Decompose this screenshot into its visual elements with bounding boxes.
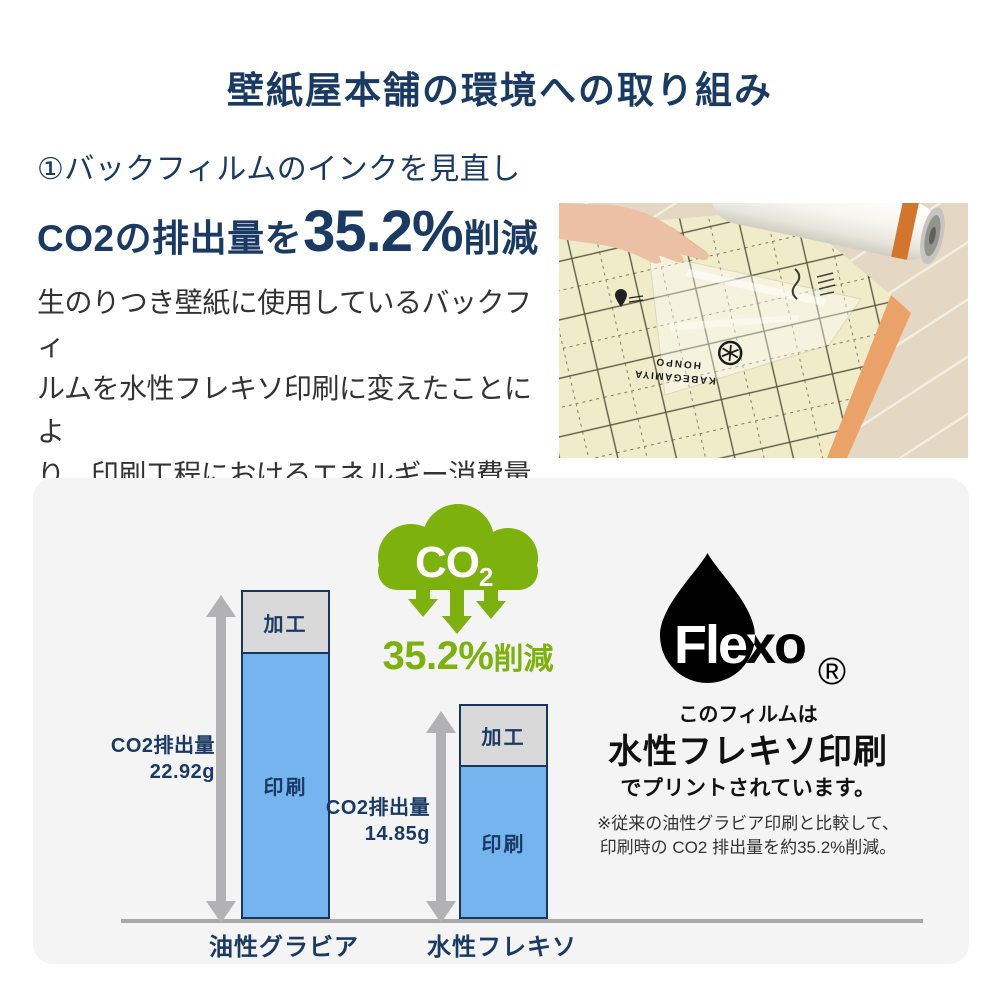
co2-reduction-headline: CO2の排出量を 35.2% 削減 bbox=[37, 198, 552, 265]
reduction-suffix: 削減 bbox=[493, 643, 554, 676]
bar-annotation-left: CO2排出量 22.92g bbox=[71, 733, 215, 785]
film-footnote: ※従来の油性グラビア印刷と比較して、 印刷時の CO2 排出量を約35.2%削減… bbox=[553, 812, 943, 860]
registered-trademark-icon: ® bbox=[818, 651, 846, 691]
segment-label: 加工 bbox=[481, 727, 526, 749]
measure-arrow-right bbox=[426, 711, 456, 923]
category-label-oil-gravure: 油性グラビア bbox=[209, 934, 359, 961]
sheet-print-marks bbox=[615, 289, 644, 307]
hand bbox=[559, 203, 709, 264]
reduction-caption: 35.2% 削減 bbox=[358, 634, 578, 679]
measure-arrow-left bbox=[206, 595, 236, 923]
infographic-panel: 加工 印刷 加工 印刷 CO2排出量 22.92g CO2排出量 14.85g … bbox=[33, 478, 969, 964]
bar-oil-gravure: 加工 印刷 bbox=[241, 590, 330, 919]
film-caption-line3: でプリントされています。 bbox=[620, 777, 876, 800]
bar-segment-printing: 印刷 bbox=[461, 767, 546, 917]
co2-headline-value: 35.2% bbox=[303, 199, 463, 264]
annotation-label: CO2排出量 bbox=[325, 797, 430, 819]
annotation-value: 22.92g bbox=[149, 761, 215, 783]
segment-label: 印刷 bbox=[481, 833, 526, 856]
roll-orange-band bbox=[891, 203, 919, 260]
segment-label: 印刷 bbox=[263, 777, 308, 799]
bar-segment-printing: 印刷 bbox=[243, 654, 328, 917]
bar-water-flexo: 加工 印刷 bbox=[459, 704, 548, 919]
co2-headline-prefix: CO2の排出量を bbox=[37, 218, 303, 259]
category-label-water-flexo: 水性フレキソ bbox=[427, 934, 577, 961]
bar-annotation-right: CO2排出量 14.85g bbox=[286, 795, 430, 847]
segment-label: 加工 bbox=[263, 613, 308, 636]
film-footnote-line: ※従来の油性グラビア印刷と比較して、 bbox=[597, 814, 899, 833]
film-caption-line1: このフィルムは bbox=[678, 704, 818, 726]
co2-cloud-icon: CO 2 bbox=[378, 504, 538, 634]
clear-film: KABEGAMIYA HONPO bbox=[633, 252, 862, 396]
flexo-wordmark-knockout: Flexo bbox=[674, 615, 805, 675]
film-roll bbox=[710, 203, 945, 265]
cloud-gas-subscript: 2 bbox=[479, 562, 493, 592]
backing-film-photo-illustration: KABEGAMIYA HONPO bbox=[559, 203, 968, 458]
wallpaper-sheet bbox=[559, 209, 911, 458]
annotation-value: 14.85g bbox=[364, 823, 430, 845]
intro-paragraph-line: ルムを水性フレキソ印刷に変えたことによ bbox=[37, 373, 532, 447]
down-arrow-icon bbox=[408, 584, 438, 617]
chart-baseline-axis bbox=[121, 919, 923, 923]
svg-text:HONPO: HONPO bbox=[654, 355, 701, 370]
reduction-value: 35.2% bbox=[382, 634, 494, 678]
cloud-gas-label: CO bbox=[415, 538, 479, 587]
down-arrow-icon bbox=[476, 584, 506, 619]
down-arrow-icon bbox=[442, 584, 472, 634]
droplet-icon bbox=[660, 553, 755, 683]
flexo-wordmark: Flexo bbox=[674, 615, 805, 675]
film-caption-line2: 水性フレキソ印刷 bbox=[608, 733, 888, 771]
co2-headline-suffix: 削減 bbox=[463, 218, 539, 259]
bar-segment-processing: 加工 bbox=[243, 592, 328, 654]
annotation-label: CO2排出量 bbox=[110, 735, 215, 757]
flexo-logo: Flexo Flexo ® bbox=[660, 553, 846, 691]
page-title: 壁紙屋本舗の環境への取り組み bbox=[227, 70, 773, 111]
intro-paragraph-line: 生のりつき壁紙に使用しているバックフィ bbox=[37, 287, 532, 361]
sheet-edge-strip bbox=[827, 295, 911, 458]
section-heading: ①バックフィルムのインクを見直し bbox=[37, 153, 521, 186]
film-footnote-line: 印刷時の CO2 排出量を約35.2%削減。 bbox=[599, 838, 897, 857]
backing-film-photo: KABEGAMIYA HONPO bbox=[559, 203, 968, 458]
bar-segment-processing: 加工 bbox=[461, 706, 546, 767]
